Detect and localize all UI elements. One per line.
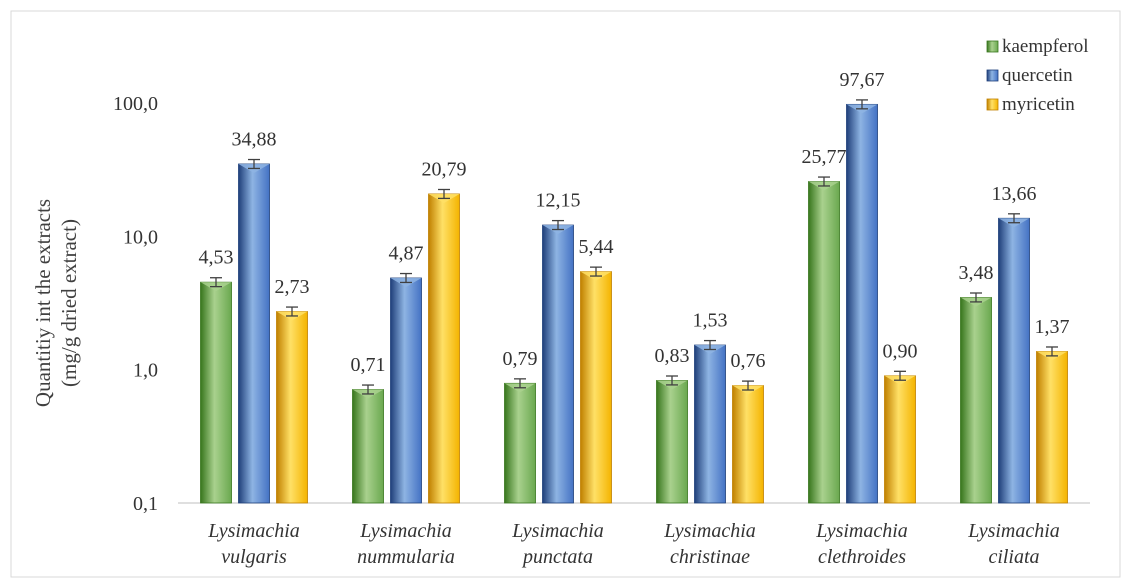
x-tick-label: Lysimachia nummularia [357,520,455,568]
legend-swatch [986,40,999,53]
legend-item-quercetin: quercetin [986,65,1073,86]
y-tick-label: 0,1 [133,493,158,515]
y-axis-title: Quantitiy int the extracts (mg/g dried ex… [31,199,81,407]
error-bar [666,375,678,386]
bar-quercetin [846,103,878,504]
error-bar [590,266,602,277]
bar-myricetin [1036,351,1068,504]
data-label: 34,88 [232,129,277,151]
y-tick-label: 100,0 [113,93,158,115]
error-bar [514,378,526,389]
error-bar [552,219,564,231]
data-label: 13,66 [992,183,1037,205]
bar-kaempferol [808,181,840,504]
data-label: 20,79 [422,158,467,180]
y-tick-label: 10,0 [123,226,158,248]
bar-myricetin [580,271,612,504]
legend-label: quercetin [1002,65,1073,86]
error-bars [210,99,1058,395]
y-tick-label: 1,0 [133,360,158,382]
bar-quercetin [998,217,1030,504]
data-label: 0,76 [731,350,766,372]
x-tick-label: Lysimachia punctata [511,520,604,568]
error-bar [704,339,716,351]
legend-label: myricetin [1002,94,1075,115]
data-label: 1,37 [1035,316,1070,338]
y-axis-title-line: (mg/g dried extract) [57,219,81,387]
bar-quercetin [390,277,422,504]
bar-quercetin [694,344,726,504]
x-tick-label: Lysimachia christinae [663,520,756,568]
x-tick-label: Lysimachia vulgaris [207,520,300,568]
error-bar [894,370,906,381]
legend: kaempferol quercetin myricetin [986,36,1089,115]
data-label: 0,90 [883,340,918,362]
data-label: 4,53 [199,247,234,269]
error-bar [856,99,868,110]
data-label: 0,71 [351,354,386,376]
error-bar [400,272,412,284]
bar-quercetin [238,163,270,504]
data-label: 0,79 [503,348,538,370]
bar-myricetin [884,375,916,504]
bar-myricetin [428,193,460,504]
data-label: 2,73 [275,276,310,298]
data-label: 12,15 [536,190,581,212]
legend-swatch [986,69,999,82]
bar-myricetin [276,311,308,504]
legend-item-kaempferol: kaempferol [986,36,1089,57]
data-label: 5,44 [579,236,614,258]
legend-item-myricetin: myricetin [986,94,1075,115]
error-bar [970,292,982,303]
data-labels: 4,53 34,88 2,73 0,71 4,87 20,79 0,79 12,15 5,44 0… [199,69,1070,376]
data-label: 3,48 [959,262,994,284]
y-axis-ticks: 0,1 1,0 10,0 100,0 [113,93,158,515]
data-label: 1,53 [693,310,728,332]
error-bar [248,158,260,170]
error-bar [210,277,222,288]
error-bar [362,384,374,395]
error-bar [1046,346,1058,357]
error-bar [438,188,450,200]
bar-kaempferol [656,380,688,504]
error-bar [742,380,754,391]
bar-kaempferol [504,382,536,504]
bar-kaempferol [200,281,232,504]
legend-swatch [986,98,999,111]
data-label: 25,77 [802,146,847,168]
bar-quercetin [542,224,574,504]
bar-myricetin [732,385,764,504]
x-tick-label: Lysimachia ciliata [967,520,1060,568]
data-label: 97,67 [840,69,885,91]
error-bar [286,306,298,317]
chart-frame [10,10,1121,578]
data-label: 4,87 [389,243,424,265]
bar-kaempferol [960,297,992,504]
bars [200,103,1068,504]
error-bar [1008,213,1020,224]
x-tick-label: Lysimachia clethroides [815,520,908,568]
y-axis-title-line: Quantitiy int the extracts [31,199,55,407]
data-label: 0,83 [655,345,690,367]
bar-kaempferol [352,389,384,504]
error-bar [818,176,830,187]
category-labels: Lysimachia vulgaris Lysimachia nummularia Ly… [207,520,1060,568]
legend-label: kaempferol [1002,36,1089,57]
